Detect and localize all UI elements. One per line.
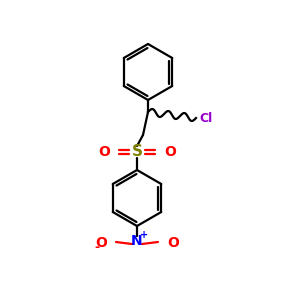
Text: O: O (95, 236, 107, 250)
Text: -: - (94, 241, 100, 254)
Text: O: O (164, 145, 176, 159)
Text: +: + (140, 230, 148, 240)
Text: S: S (131, 145, 142, 160)
Text: O: O (98, 145, 110, 159)
Text: Cl: Cl (199, 112, 212, 124)
Text: O: O (167, 236, 179, 250)
Text: N: N (131, 234, 143, 248)
